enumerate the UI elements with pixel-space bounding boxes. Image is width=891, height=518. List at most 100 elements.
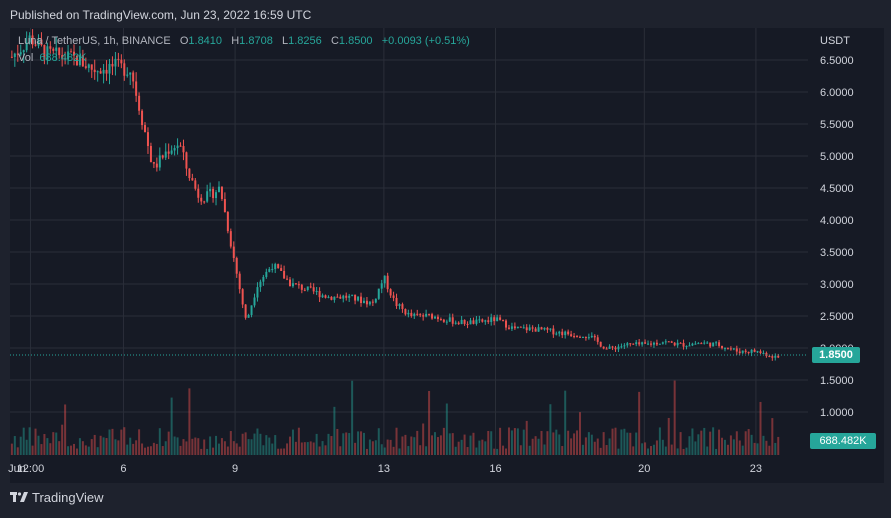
volume-bar [428, 390, 431, 455]
volume-bar [534, 436, 537, 455]
volume-bar [274, 435, 277, 455]
candle-body [534, 328, 537, 332]
candle-body [475, 319, 478, 324]
candle-body [167, 151, 170, 154]
candle-body [448, 317, 451, 322]
candle-body [543, 327, 546, 330]
y-tick-label: 1.5000 [820, 375, 854, 387]
candle-body [164, 151, 167, 158]
volume-bar [297, 427, 300, 455]
candle-body [596, 337, 599, 342]
candle-body [519, 326, 522, 328]
volume-bar [581, 444, 584, 455]
volume-bar [395, 427, 398, 455]
volume-bar [271, 443, 274, 455]
candle-body [229, 231, 232, 247]
candle-body [371, 301, 374, 303]
candle-body [484, 320, 487, 322]
volume-bar [203, 439, 206, 455]
candle-body [667, 341, 670, 343]
volume-bar [744, 431, 747, 455]
volume-bar [321, 441, 324, 455]
candle-body [395, 297, 398, 307]
volume-bar [723, 439, 726, 455]
volume-bar [238, 446, 241, 455]
candle-body [516, 326, 519, 329]
footer-branding[interactable]: TradingView [10, 490, 104, 505]
volume-bar [768, 445, 771, 455]
low-label: L [282, 35, 289, 47]
volume-bar [439, 435, 442, 455]
volume-bar [732, 439, 735, 455]
candle-body [365, 300, 368, 305]
volume-bar [416, 430, 419, 455]
volume-bar [215, 435, 218, 455]
volume-bar [365, 448, 368, 455]
volume-bar [587, 432, 590, 455]
candle-body [410, 312, 413, 316]
candle-body [146, 132, 149, 147]
candle-body [546, 327, 549, 330]
volume-bar [652, 444, 655, 455]
volume-bar [602, 432, 605, 455]
candle-body [747, 351, 750, 353]
volume-bar [383, 447, 386, 455]
published-header: Published on TradingView.com, Jun 23, 20… [10, 8, 312, 22]
candle-body [457, 322, 460, 325]
volume-bar [253, 433, 256, 455]
volume-bar [13, 436, 16, 455]
volume-bar [368, 439, 371, 455]
volume-bar [173, 436, 176, 455]
x-tick-label: Jun [8, 463, 26, 475]
volume-bar [96, 447, 99, 455]
candle-body [232, 246, 235, 258]
candle-body [265, 271, 268, 277]
candle-body [244, 304, 247, 318]
volume-bar [235, 443, 238, 455]
candle-body [333, 296, 336, 300]
volume-bar [161, 446, 164, 455]
candle-body [303, 289, 306, 291]
candle-body [309, 286, 312, 288]
volume-bar [212, 447, 215, 455]
candle-body [389, 289, 392, 296]
volume-bar [709, 431, 712, 455]
candle-body [726, 348, 729, 350]
volume-bar [200, 448, 203, 455]
candle-body [676, 342, 679, 346]
volume-bar [197, 438, 200, 455]
volume-bar [481, 439, 484, 455]
volume-bar [499, 427, 502, 455]
candle-body [383, 275, 386, 284]
candle-body [593, 335, 596, 338]
volume-bar [655, 440, 658, 455]
volume-bar [679, 432, 682, 455]
open-value: 1.8410 [188, 35, 223, 47]
volume-bar [605, 445, 608, 455]
candle-body [549, 328, 552, 330]
high-value: 1.8708 [239, 35, 273, 47]
volume-bar [516, 428, 519, 455]
candle-body [768, 356, 771, 358]
volume-bar [64, 404, 67, 455]
y-tick-label: 1.0000 [820, 407, 854, 419]
candle-body [114, 58, 117, 67]
volume-bar [362, 432, 365, 455]
volume-bar [445, 403, 448, 455]
candle-body [445, 321, 448, 323]
volume-bar [170, 397, 173, 455]
volume-bar [49, 443, 52, 455]
volume-bar [389, 439, 392, 455]
candle-body [188, 168, 191, 179]
volume-bar [644, 442, 647, 455]
candle-body [161, 155, 164, 158]
volume-bar [694, 441, 697, 455]
chart-area[interactable] [10, 28, 884, 483]
volume-bar [614, 427, 617, 455]
candle-body [368, 301, 371, 305]
volume-bar [259, 433, 262, 455]
volume-bar [487, 430, 490, 455]
candle-body [52, 48, 55, 51]
candle-body [256, 287, 259, 298]
